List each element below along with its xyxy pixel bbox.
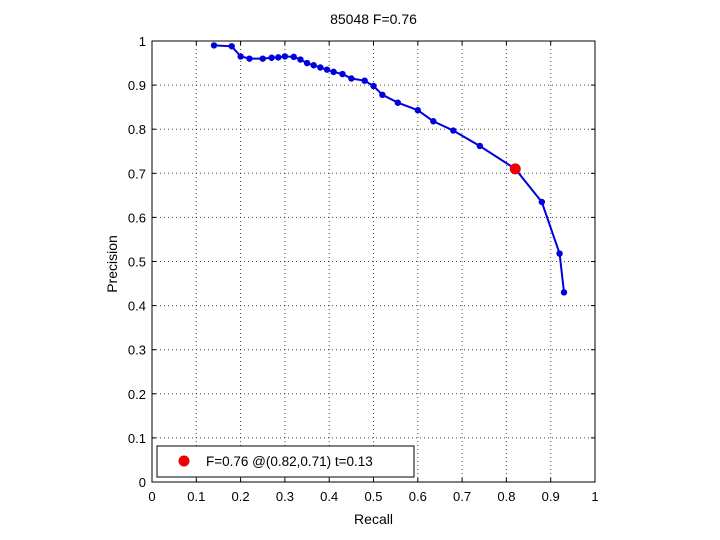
x-axis-label: Recall [354,511,393,527]
y-tick-label: 0.6 [128,210,146,225]
y-tick-label: 0.4 [128,299,146,314]
x-tick-label: 1 [591,489,598,504]
pr-curve-point [330,68,337,76]
x-tick-label: 0.4 [320,489,338,504]
pr-curve-point [297,56,304,63]
x-tick-label: 0.2 [232,489,250,504]
legend-box [156,445,415,478]
pr-curve-point [210,42,218,49]
pr-curve-point [370,82,377,90]
pr-curve-point [361,77,368,84]
x-tick-label: 0.7 [453,489,471,504]
pr-curve-point [339,70,346,78]
y-tick-label: 0.2 [128,387,146,402]
x-tick-label: 0.3 [276,489,294,504]
pr-curve-point [538,198,546,206]
pr-curve-point [348,75,355,82]
pr-curve-point [310,62,317,69]
pr-curve-point [303,59,311,67]
y-tick-label: 0.5 [128,255,146,270]
pr-curve-point [323,66,331,73]
pr-curve-point [560,289,568,296]
pr-curve-point [281,53,289,60]
pr-curve-point [450,127,457,134]
pr-curve-point [246,55,253,62]
series [210,42,568,296]
pr-curve-point [414,107,421,114]
y-tick-label: 0.3 [128,343,146,358]
pr-curve-point [476,142,484,150]
x-tick-label: 0.9 [542,489,560,504]
pr-curve-point [556,250,563,257]
pr-curve-point [268,54,275,61]
y-tick-label: 0.1 [128,431,146,446]
y-tick-label: 0.8 [128,122,146,137]
axis-ticks: 0 0.1 0.2 0.3 0.4 0.5 0.6 0.7 0.8 0.9 1 0 0.1 0.2 0.3 0… [128,34,599,504]
pr-curve-point [290,53,297,61]
pr-curve-point [379,91,386,99]
pr-curve-point [317,64,324,71]
x-tick-label: 0.1 [187,489,205,504]
best-f-point [509,163,521,175]
pr-curve-point [259,55,266,62]
y-axis-label: Precision [104,235,120,293]
pr-curve-point [275,54,282,61]
chart-title: 85048 F=0.76 [330,11,417,27]
y-tick-label: 1 [139,34,146,49]
legend: F=0.76 @(0.82,0.71) t=0.13 [156,445,415,478]
x-tick-label: 0.6 [409,489,427,504]
y-tick-label: 0.7 [128,166,146,181]
legend-marker [178,455,190,467]
x-tick-label: 0.8 [497,489,515,504]
grid [152,41,595,482]
y-tick-label: 0 [139,475,146,490]
pr-curve-point [228,43,235,50]
x-tick-label: 0.5 [364,489,382,504]
legend-text: F=0.76 @(0.82,0.71) t=0.13 [206,454,373,469]
y-tick-label: 0.9 [128,78,146,93]
x-tick-label: 0 [148,489,155,504]
pr-curve-point [394,99,402,106]
pr-curve-point [237,53,244,60]
pr-curve-point [430,118,437,125]
